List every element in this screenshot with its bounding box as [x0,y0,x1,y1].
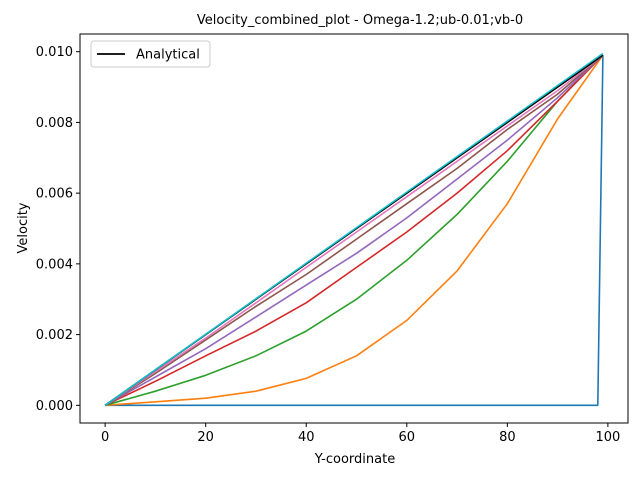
x-axis-ticks: 0 20 40 60 80 100 [101,423,620,445]
plot-frame [79,33,629,424]
y-axis-label: Velocity [16,202,31,253]
series-line-11 [104,52,604,406]
series-line-2 [105,54,604,407]
series-line-4 [104,54,604,407]
x-tick-label: 60 [399,430,416,445]
x-tick-label: 40 [298,430,315,445]
series-line-1 [105,55,604,407]
series-layer [104,52,604,407]
legend-label: Analytical [136,48,200,63]
y-tick-label: 0.006 [36,187,73,202]
x-tick-label: 20 [197,430,214,445]
y-tick-label: 0.000 [36,399,73,414]
y-tick-label: 0.008 [36,116,73,131]
series-line-3 [104,54,604,407]
chart-title: Velocity_combined_plot - Omega-1.2;ub-0.… [197,13,523,28]
y-tick-label: 0.004 [36,257,73,272]
x-tick-label: 100 [595,430,620,445]
series-line-6 [104,54,604,406]
x-axis-label: Y-coordinate [314,452,395,467]
legend-box [90,40,211,68]
y-axis-ticks: 0.000 0.002 0.004 0.006 0.008 0.010 [36,45,80,414]
x-tick-label: 80 [499,430,516,445]
y-tick-label: 0.002 [36,328,73,343]
y-tick-label: 0.010 [36,45,73,60]
series-line-5 [104,54,604,406]
x-tick-label: 0 [101,430,109,445]
series-line-7 [104,54,604,406]
legend: Analytical [90,40,211,68]
